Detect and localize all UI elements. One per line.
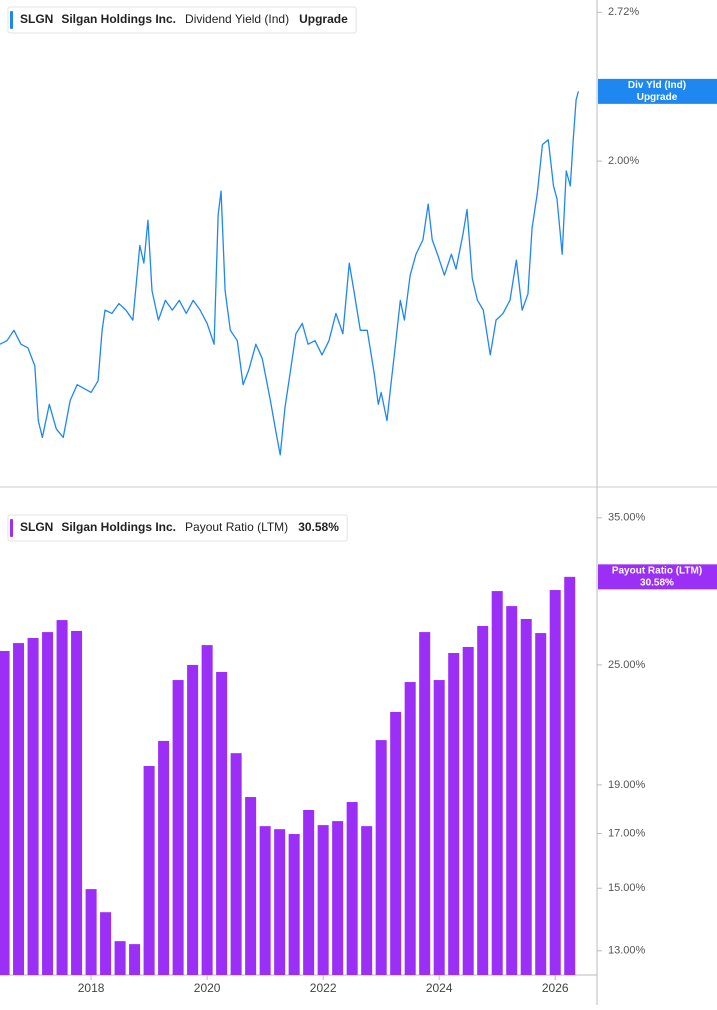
bar xyxy=(201,645,213,975)
bar xyxy=(114,941,126,975)
bar xyxy=(419,632,431,975)
x-tick-label: 2020 xyxy=(194,981,221,995)
bar xyxy=(288,834,300,975)
value-tag-badge: Upgrade xyxy=(637,92,678,103)
x-tick-label: 2024 xyxy=(426,981,453,995)
bar xyxy=(100,912,112,975)
bar xyxy=(71,630,83,975)
plot-area xyxy=(0,91,580,456)
y-tick-label: 2.72% xyxy=(608,6,639,18)
legend-series: Payout Ratio (LTM) xyxy=(185,520,288,534)
legend-swatch xyxy=(10,519,13,537)
legend-box xyxy=(7,514,348,542)
bar xyxy=(535,633,547,975)
value-tag-name: Payout Ratio (LTM) xyxy=(612,565,702,576)
bar xyxy=(404,682,416,975)
bar xyxy=(520,618,532,975)
legend-ticker: SLGN xyxy=(20,520,53,534)
bar xyxy=(27,637,39,975)
bar xyxy=(390,711,402,975)
y-tick-label: 17.00% xyxy=(608,827,646,839)
legend-swatch xyxy=(10,11,13,29)
legend-badge: 30.58% xyxy=(298,520,339,534)
bar xyxy=(491,591,503,975)
value-tag xyxy=(598,78,717,104)
legend-company: Silgan Holdings Inc. xyxy=(61,520,176,534)
bar xyxy=(506,606,518,975)
bar xyxy=(448,653,460,975)
bar xyxy=(477,625,489,975)
y-tick-label: 19.00% xyxy=(608,779,646,791)
bar xyxy=(56,620,68,975)
bar xyxy=(187,664,199,975)
value-tag-name: Div Yld (Ind) xyxy=(628,80,686,91)
legend-box xyxy=(7,6,357,34)
bar xyxy=(259,826,271,975)
bar xyxy=(172,680,184,975)
value-tag xyxy=(598,564,717,590)
y-tick-label: 2.00% xyxy=(608,155,639,167)
bar xyxy=(433,680,445,975)
data-line xyxy=(0,91,580,456)
y-tick-label: 15.00% xyxy=(608,882,646,894)
x-tick-label: 2022 xyxy=(310,981,337,995)
bar xyxy=(375,740,387,975)
bar xyxy=(274,829,286,975)
bar xyxy=(216,671,228,975)
legend-ticker: SLGN xyxy=(20,12,53,26)
legend-badge: Upgrade xyxy=(299,12,348,26)
bar xyxy=(317,825,329,975)
bar xyxy=(332,821,344,975)
y-tick-label: 25.00% xyxy=(608,659,646,671)
plot-area xyxy=(0,576,576,975)
legend-series: Dividend Yield (Ind) xyxy=(185,12,289,26)
bar xyxy=(158,740,170,975)
bar xyxy=(346,802,358,975)
bar xyxy=(129,944,141,975)
y-tick-label: 13.00% xyxy=(608,945,646,957)
value-tag-badge: 30.58% xyxy=(640,577,674,588)
bar xyxy=(245,797,257,975)
bar xyxy=(564,576,576,975)
x-tick-label: 2026 xyxy=(542,981,569,995)
bar xyxy=(42,632,54,975)
bar xyxy=(85,889,97,975)
bar xyxy=(13,643,25,975)
bar xyxy=(143,765,155,975)
bar xyxy=(361,826,373,975)
y-tick-label: 35.00% xyxy=(608,512,646,524)
bar xyxy=(462,646,474,975)
bar xyxy=(0,650,10,975)
x-tick-label: 2018 xyxy=(78,981,105,995)
legend-company: Silgan Holdings Inc. xyxy=(61,12,176,26)
bar xyxy=(230,753,242,975)
bar xyxy=(303,809,315,975)
bar xyxy=(549,590,561,975)
